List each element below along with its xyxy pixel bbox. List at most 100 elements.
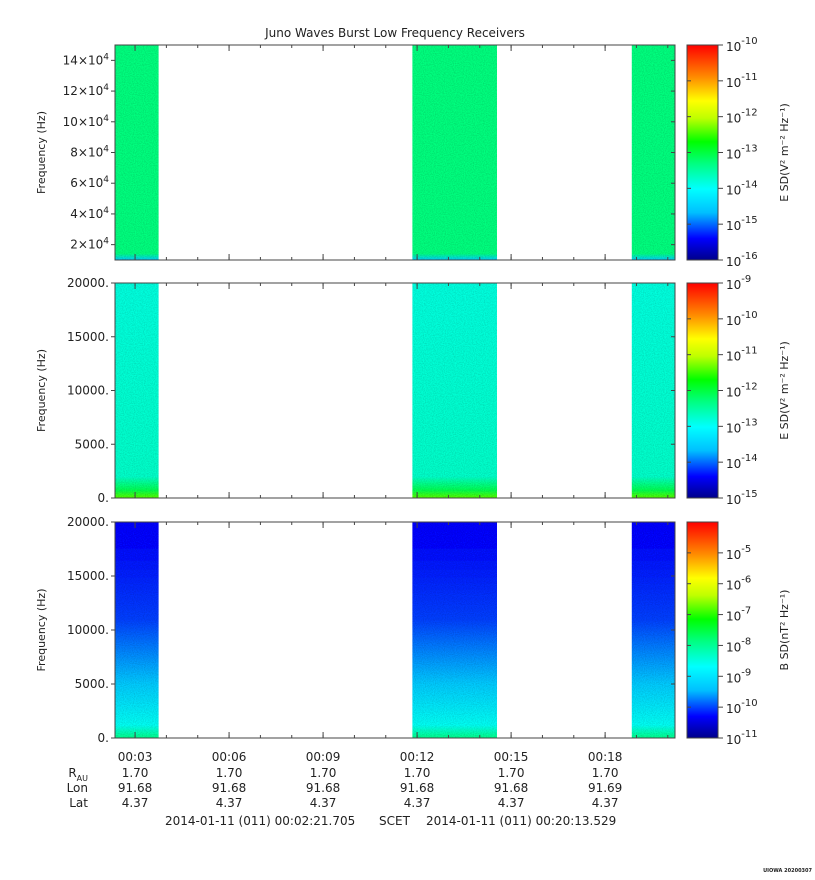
ephemeris-value: 1.70 <box>498 766 525 780</box>
colorbar-tick-label: 10-9 <box>726 667 751 685</box>
colorbar-tick-label: 10-14 <box>726 179 758 197</box>
colorbar-tick-label: 10-12 <box>726 108 758 126</box>
colorbar-exponent: -13 <box>741 417 757 428</box>
y-axis-label: Frequency (Hz) <box>35 589 48 672</box>
ephemeris-value: 1.70 <box>310 766 337 780</box>
ephemeris-label: Lat <box>69 796 88 810</box>
colorbar-exponent: -9 <box>741 667 751 678</box>
ephemeris-value: 1.70 <box>404 766 431 780</box>
panel-middle: 0. 5000. 10000. 15000. 20000. Frequency (Hz) 1… <box>35 274 791 507</box>
colorbar-exponent: -7 <box>741 606 751 617</box>
spectrogram-burst-1 <box>115 522 159 738</box>
ephemeris-value: 4.37 <box>404 796 431 810</box>
colorbar-exponent: -12 <box>741 382 757 393</box>
x-tick-label: 00:06 <box>212 750 247 764</box>
spectrogram-burst-3 <box>631 283 675 498</box>
x-tick-label: 00:03 <box>118 750 153 764</box>
ephemeris-value: 91.68 <box>306 781 340 795</box>
y-tick-exponent: 4 <box>103 114 109 124</box>
colorbar-exponent: -11 <box>741 72 757 83</box>
colorbar-label: B SD(nT² Hz⁻¹) <box>778 590 791 671</box>
ephemeris-value: 91.68 <box>494 781 528 795</box>
colorbar-exponent: -5 <box>741 544 751 555</box>
ephemeris-value: 4.37 <box>592 796 619 810</box>
spectrogram-burst-3 <box>631 522 675 738</box>
x-tick-label: 00:18 <box>588 750 623 764</box>
colorbar-tick-label: 10-5 <box>726 544 751 562</box>
colorbar-exponent: -14 <box>741 179 757 190</box>
colorbar-exponent: -14 <box>741 453 757 464</box>
colorbar-exponent: -10 <box>741 36 757 47</box>
colorbar-label: E SD(V² m⁻² Hz⁻¹) <box>778 341 791 440</box>
ephemeris-value: 4.37 <box>216 796 243 810</box>
colorbar-tick-label: 10-10 <box>726 310 758 328</box>
y-tick-label: 14×104 <box>63 52 110 67</box>
spectrogram-burst-2 <box>412 283 497 498</box>
y-tick-exponent: 4 <box>103 145 109 155</box>
colorbar-exponent: -11 <box>741 729 757 740</box>
stamp: UIOWA 20200307 <box>763 868 812 874</box>
y-tick-label: 5000. <box>75 437 109 451</box>
colorbar <box>687 45 718 260</box>
y-tick-label: 15000. <box>67 330 109 344</box>
time-range-footer: 2014-01-11 (011) 00:02:21.705 SCET 2014-… <box>165 814 616 828</box>
panel-frame <box>114 521 676 739</box>
y-tick-label: 20000. <box>67 276 109 290</box>
x-tick-label: 00:12 <box>400 750 435 764</box>
colorbar-exponent: -12 <box>741 108 757 119</box>
y-tick-label: 12×104 <box>63 83 110 98</box>
y-tick-label: 10000. <box>67 384 109 398</box>
colorbar-tick-label: 10-14 <box>726 453 758 471</box>
colorbar-tick-label: 10-7 <box>726 606 751 624</box>
spectrogram-burst-2 <box>412 45 497 260</box>
colorbar-exponent: -6 <box>741 575 751 586</box>
ephemeris-value: 1.70 <box>122 766 149 780</box>
y-tick-label: 0. <box>98 491 109 505</box>
colorbar-tick-label: 10-11 <box>726 729 758 747</box>
end-time: 2014-01-11 (011) 00:20:13.529 <box>426 814 616 828</box>
ephemeris-label-subscript: AU <box>77 774 88 783</box>
panel-frame <box>114 282 676 499</box>
colorbar-exponent: -10 <box>741 310 757 321</box>
colorbar-tick-label: 10-10 <box>726 36 758 54</box>
y-tick-label: 10×104 <box>63 114 110 129</box>
ephemeris-value: 91.68 <box>212 781 246 795</box>
ephemeris-value: 1.70 <box>592 766 619 780</box>
colorbar-tick-label: 10-9 <box>726 274 751 292</box>
colorbar-tick-label: 10-11 <box>726 72 758 90</box>
colorbar-tick-label: 10-12 <box>726 382 758 400</box>
y-axis-label: Frequency (Hz) <box>35 349 48 432</box>
y-tick-label: 8×104 <box>70 145 109 160</box>
colorbar-exponent: -10 <box>741 698 757 709</box>
y-tick-label: 15000. <box>67 569 109 583</box>
x-tick-label: 00:15 <box>494 750 529 764</box>
y-tick-exponent: 4 <box>103 83 109 93</box>
spectrogram-panels: 2×104 4×104 6×104 8×104 10×104 12×104 14×104 Fr… <box>35 36 791 747</box>
colorbar-tick-label: 10-10 <box>726 698 758 716</box>
spectrogram-burst-1 <box>115 45 159 260</box>
colorbar-frame <box>686 521 719 739</box>
y-tick-label: 6×104 <box>70 175 109 190</box>
colorbar-tick-label: 10-11 <box>726 346 758 364</box>
y-tick-label: 10000. <box>67 623 109 637</box>
colorbar-exponent: -13 <box>741 144 757 155</box>
ephemeris-value: 4.37 <box>498 796 525 810</box>
ephemeris-label: Lon <box>67 781 88 795</box>
y-tick-label: 0. <box>98 731 109 745</box>
y-tick-exponent: 4 <box>103 206 109 216</box>
spectrogram-burst-1 <box>115 283 159 498</box>
colorbar-tick-label: 10-8 <box>726 636 751 654</box>
panel-frame <box>114 44 676 261</box>
colorbar-exponent: -8 <box>741 636 751 647</box>
colorbar-tick-label: 10-15 <box>726 215 758 233</box>
start-time: 2014-01-11 (011) 00:02:21.705 <box>165 814 355 828</box>
colorbar <box>687 283 718 498</box>
y-tick-exponent: 4 <box>103 237 109 247</box>
y-axis-label: Frequency (Hz) <box>35 111 48 194</box>
colorbar-tick-label: 10-13 <box>726 144 758 162</box>
y-tick-exponent: 4 <box>103 52 109 62</box>
